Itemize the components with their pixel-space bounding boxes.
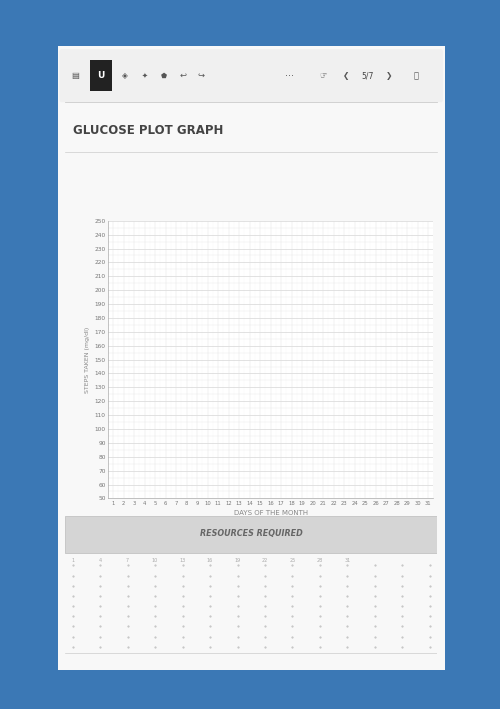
Text: 25: 25: [290, 558, 296, 563]
Text: 13: 13: [180, 558, 186, 563]
Text: GLUCOSE PLOT GRAPH: GLUCOSE PLOT GRAPH: [73, 124, 224, 137]
Text: 4: 4: [98, 558, 102, 563]
Text: U: U: [98, 71, 105, 80]
Text: 22: 22: [262, 558, 268, 563]
Text: ❯: ❯: [386, 71, 392, 80]
FancyBboxPatch shape: [90, 60, 112, 91]
Text: ⧉: ⧉: [414, 71, 418, 80]
Text: 1: 1: [71, 558, 74, 563]
Text: 7: 7: [126, 558, 129, 563]
Text: ↩: ↩: [180, 71, 187, 80]
X-axis label: DAYS OF THE MONTH: DAYS OF THE MONTH: [234, 510, 308, 515]
Text: ···: ···: [286, 71, 294, 81]
Text: ❮: ❮: [343, 71, 349, 80]
Y-axis label: STEPS TAKEN (mg/dl): STEPS TAKEN (mg/dl): [86, 326, 90, 393]
Text: ↪: ↪: [198, 71, 204, 80]
Text: 19: 19: [234, 558, 240, 563]
Text: 10: 10: [152, 558, 158, 563]
FancyBboxPatch shape: [48, 30, 454, 686]
Text: 28: 28: [317, 558, 323, 563]
Text: ☞: ☞: [319, 71, 326, 80]
Text: 31: 31: [344, 558, 350, 563]
Text: RESOURCES REQUIRED: RESOURCES REQUIRED: [200, 529, 302, 538]
Text: ◈: ◈: [122, 71, 128, 80]
FancyBboxPatch shape: [60, 49, 443, 102]
Text: 16: 16: [207, 558, 213, 563]
Text: ▤: ▤: [71, 71, 79, 80]
Text: 5/7: 5/7: [362, 71, 374, 80]
Text: ✦: ✦: [142, 73, 148, 79]
Text: ⬟: ⬟: [161, 73, 167, 79]
